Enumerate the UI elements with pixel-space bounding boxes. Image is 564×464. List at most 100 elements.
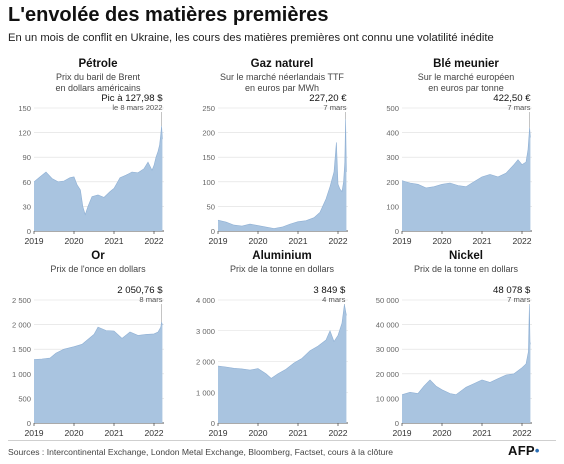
y-tick-label: 2 500 (12, 296, 31, 305)
y-tick-label: 500 (18, 394, 31, 403)
area-series (218, 304, 347, 423)
annotation-value: 2 050,76 $ (117, 285, 163, 296)
y-tick-label: 300 (386, 153, 399, 162)
x-tick-label: 2019 (392, 428, 411, 438)
annotation-date: 7 mars (507, 295, 530, 304)
page-subtitle: En un mois de conflit en Ukraine, les co… (8, 32, 494, 44)
x-tick-label: 2020 (248, 428, 267, 438)
x-tick-label: 2022 (144, 236, 163, 246)
chart-title: Pétrole (79, 58, 118, 70)
x-tick-label: 2021 (104, 428, 123, 438)
y-tick-label: 10 000 (376, 394, 399, 403)
y-tick-label: 0 (27, 419, 31, 428)
chart-panel-ble-meunier: Blé meunier Sur le marché européen en euro… (376, 55, 556, 247)
y-tick-label: 0 (27, 227, 31, 236)
annotation-value: 422,50 € (493, 93, 531, 104)
annotation-value: Pic à 127,98 $ (101, 93, 163, 104)
y-tick-label: 200 (386, 178, 399, 187)
x-tick-label: 2020 (64, 428, 83, 438)
area-series-outline (217, 304, 347, 379)
x-tick-label: 2019 (392, 236, 411, 246)
x-tick-label: 2021 (472, 236, 491, 246)
x-tick-label: 2022 (512, 236, 531, 246)
x-tick-label: 2022 (144, 428, 163, 438)
y-tick-label: 20 000 (376, 370, 399, 379)
annotation-date: 8 mars (139, 295, 162, 304)
area-series (402, 304, 531, 423)
x-tick-label: 2019 (24, 236, 43, 246)
y-tick-label: 0 (395, 227, 399, 236)
x-tick-label: 2021 (104, 236, 123, 246)
chart-panel-or: Or Prix de l'once en dollars 0 500 1 000 1 50… (8, 247, 188, 439)
y-tick-label: 150 (18, 104, 31, 113)
x-tick-label: 2019 (208, 428, 227, 438)
y-tick-label: 200 (202, 129, 215, 138)
chart-title: Aluminium (252, 250, 311, 262)
y-tick-label: 3 000 (196, 327, 215, 336)
area-series (402, 127, 531, 231)
y-tick-label: 2 000 (196, 358, 215, 367)
x-tick-label: 2020 (432, 236, 451, 246)
source-note: Sources : Intercontinental Exchange, Lon… (8, 447, 394, 457)
y-tick-label: 2 000 (12, 321, 31, 330)
chart-panel-petrole: Pétrole Prix du baril de Brent en dollars … (8, 55, 188, 247)
chart-panel-gaz-naturel: Gaz naturel Sur le marché néerlandais TTF… (192, 55, 372, 247)
area-series (218, 119, 347, 231)
x-tick-label: 2019 (24, 428, 43, 438)
annotation-date: 4 mars (322, 295, 345, 304)
chart-subtitle-line: en dollars américains (55, 83, 141, 93)
y-tick-label: 1 000 (12, 370, 31, 379)
y-tick-label: 100 (202, 178, 215, 187)
y-tick-label: 30 000 (376, 345, 399, 354)
chart-subtitle-line: Prix de la tonne en dollars (230, 264, 335, 274)
area-series-outline (33, 125, 163, 216)
y-tick-label: 150 (202, 153, 215, 162)
y-tick-label: 400 (386, 129, 399, 138)
y-tick-label: 1 500 (12, 345, 31, 354)
page-title: L'envolée des matières premières (8, 4, 329, 26)
area-series-outline (401, 127, 531, 189)
chart-panel-nickel: Nickel Prix de la tonne en dollars 0 10 000… (376, 247, 556, 439)
y-tick-label: 0 (211, 227, 215, 236)
y-tick-label: 50 (207, 202, 215, 211)
y-tick-label: 500 (386, 104, 399, 113)
chart-subtitle-line: Sur le marché néerlandais TTF (220, 72, 344, 82)
y-tick-label: 40 000 (376, 321, 399, 330)
area-series (34, 322, 163, 423)
afp-logo-dot: • (534, 443, 540, 458)
chart-subtitle-line: en euros par MWh (245, 83, 319, 93)
chart-title: Or (91, 250, 105, 262)
x-tick-label: 2022 (328, 236, 347, 246)
y-tick-label: 0 (211, 419, 215, 428)
annotation-value: 227,20 € (309, 93, 347, 104)
annotation-date: 7 mars (323, 103, 346, 112)
x-tick-label: 2020 (64, 236, 83, 246)
x-tick-label: 2022 (512, 428, 531, 438)
chart-title: Nickel (449, 250, 483, 262)
annotation-date: 7 mars (507, 103, 530, 112)
chart-svg: Aluminium Prix de la tonne en dollars 0 1 0… (196, 250, 348, 438)
x-tick-label: 2021 (472, 428, 491, 438)
x-tick-label: 2021 (288, 236, 307, 246)
chart-svg: Or Prix de l'once en dollars 0 500 1 000 1 50… (12, 250, 164, 438)
afp-logo-text: AFP (508, 443, 535, 458)
chart-subtitle-line: Sur le marché européen (418, 72, 515, 82)
area-series (34, 126, 163, 231)
x-tick-label: 2019 (208, 236, 227, 246)
chart-subtitle-line: Prix de la tonne en dollars (414, 264, 519, 274)
chart-svg: Gaz naturel Sur le marché néerlandais TTF… (202, 58, 348, 246)
y-tick-label: 50 000 (376, 296, 399, 305)
chart-subtitle-line: en euros par tonne (428, 83, 504, 93)
y-tick-label: 1 000 (196, 388, 215, 397)
y-tick-label: 90 (23, 153, 31, 162)
chart-title: Blé meunier (433, 58, 499, 70)
x-tick-label: 2020 (432, 428, 451, 438)
annotation-value: 3 849 $ (313, 285, 346, 296)
y-tick-label: 30 (23, 202, 31, 211)
y-tick-label: 0 (395, 419, 399, 428)
chart-panel-aluminium: Aluminium Prix de la tonne en dollars 0 1 0… (192, 247, 372, 439)
x-tick-label: 2020 (248, 236, 267, 246)
chart-title: Gaz naturel (251, 58, 314, 70)
